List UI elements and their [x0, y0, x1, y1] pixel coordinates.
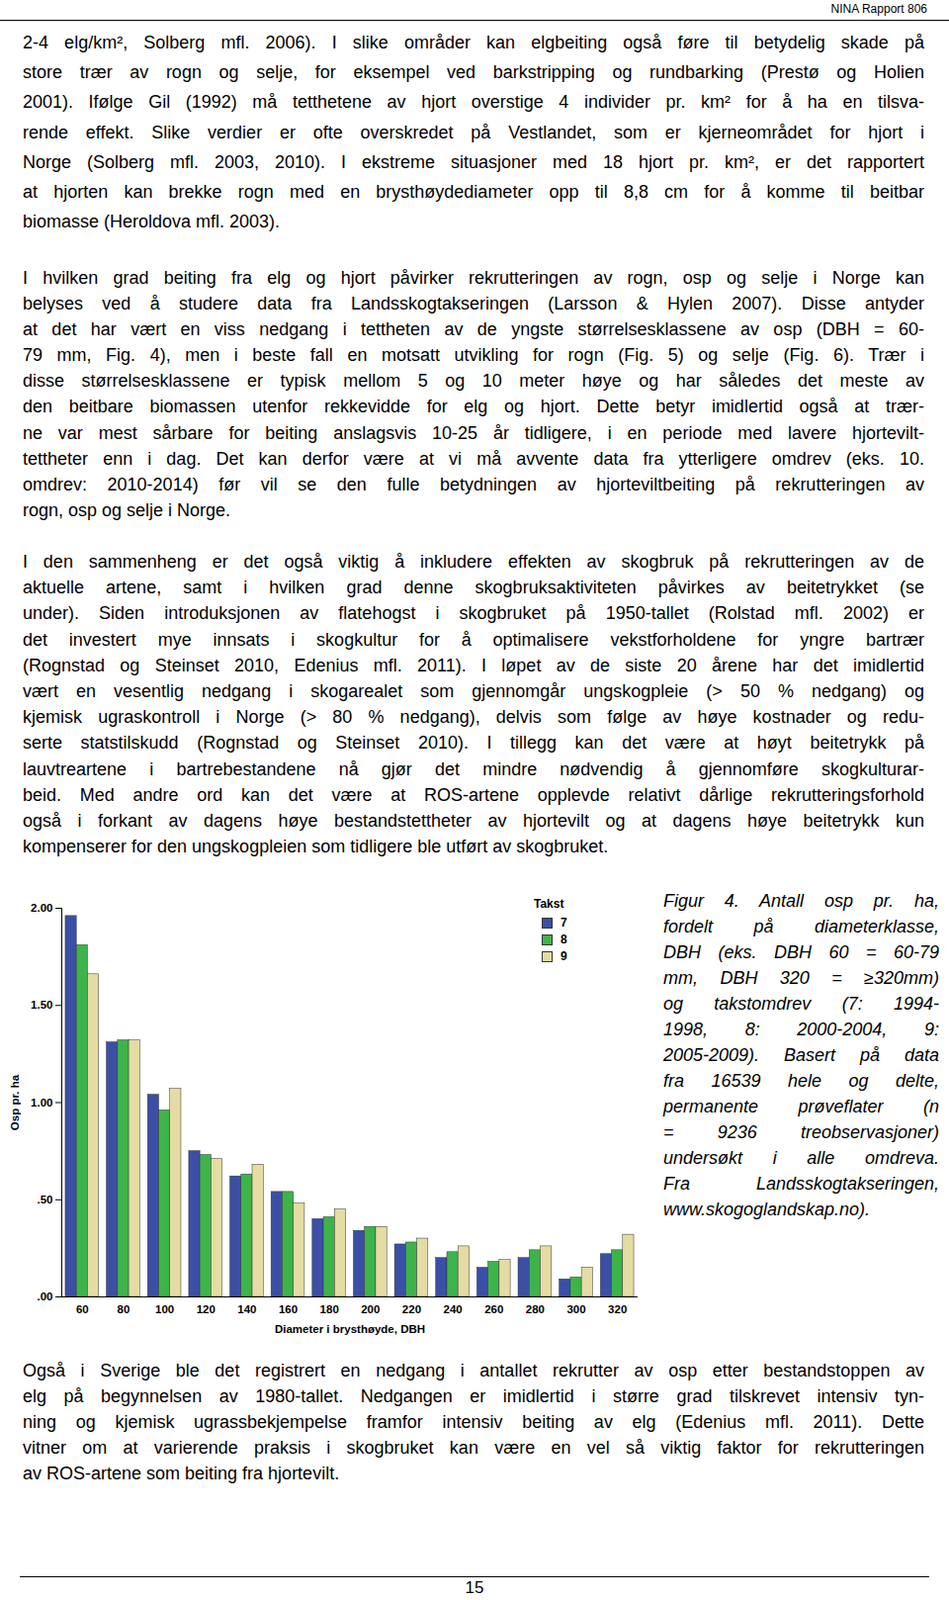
html-text:Også i Sverige ble det registr: Også i Sverige ble det registrert en ned… — [22, 1360, 925, 1381]
html-text:I den sammenheng er det også v: I den sammenheng er det også viktig å in… — [22, 551, 925, 572]
html-text:8: 8 — [560, 932, 568, 947]
html-text:belyses ved å studere data fra: belyses ved å studere data fra Landsskog… — [22, 293, 925, 314]
html-text:kompenserer for den ungskogple: kompenserer for den ungskogpleien som ti… — [22, 836, 609, 857]
svg-text:1.50: 1.50 — [30, 998, 53, 1011]
html-text:2001). Ifølge Gil (1992) må te: 2001). Ifølge Gil (1992) må tetthetene a… — [22, 92, 925, 113]
svg-text:.00: .00 — [37, 1290, 54, 1302]
html-text:rende effekt. Slike verdier er: rende effekt. Slike verdier er ofte over… — [22, 122, 925, 142]
html-text:elg på begynnelsen av 1980-tal: elg på begynnelsen av 1980-tallet. Nedga… — [22, 1385, 925, 1406]
html-text:disse størrelsesklassene er ty: disse størrelsesklassene er typisk mello… — [22, 371, 925, 391]
svg-text:Diameter i brysthøyde, DBH: Diameter i brysthøyde, DBH — [274, 1322, 426, 1335]
svg-text:320: 320 — [607, 1302, 627, 1315]
svg-text:160: 160 — [278, 1302, 298, 1315]
svg-text:Osp pr. ha: Osp pr. ha — [8, 1073, 21, 1130]
html-text:tettheter enn i dag. Det kan d: tettheter enn i dag. Det kan derfor være… — [22, 448, 925, 469]
html-text:rogn, osp og selje i Norge.: rogn, osp og selje i Norge. — [22, 500, 231, 520]
html-text:Figur 4. Antall osp pr. ha,: Figur 4. Antall osp pr. ha, — [663, 890, 940, 911]
html-text:undersøkt i alle omdreva.: undersøkt i alle omdreva. — [663, 1147, 940, 1168]
html-text:NINA Rapport 806: NINA Rapport 806 — [830, 1, 928, 16]
html-text:1998, 8: 2000-2004, 9:: 1998, 8: 2000-2004, 9: — [663, 1019, 940, 1039]
svg-text:220: 220 — [402, 1302, 422, 1315]
html-text:serte statstilskudd (Rognstad: serte statstilskudd (Rognstad og Steinse… — [22, 732, 925, 753]
html-text:kjemisk ugraskontroll i Norge: kjemisk ugraskontroll i Norge (> 80 % ne… — [22, 707, 925, 727]
html-text:den beitbare biomassen utenfor: den beitbare biomassen utenfor rekkevidd… — [22, 396, 925, 417]
svg-text:280: 280 — [525, 1302, 545, 1315]
svg-text:180: 180 — [320, 1302, 340, 1315]
svg-text:260: 260 — [484, 1302, 504, 1315]
svg-text:240: 240 — [443, 1302, 463, 1315]
html-text:vitner om at varierende praksi: vitner om at varierende praksis i skogbr… — [22, 1437, 925, 1458]
html-text:(Rognstad og Steinset 2010, Ed: (Rognstad og Steinset 2010, Edenius mfl.… — [22, 655, 925, 675]
svg-text:2.00: 2.00 — [30, 901, 53, 914]
html-text:under). Siden introduksjonen a: under). Siden introduksjonen av flatehog… — [22, 603, 925, 624]
html-text:Norge (Solberg mfl. 2003, 2010: Norge (Solberg mfl. 2003, 2010). I ekstr… — [22, 152, 925, 172]
html-text:at hjorten kan brekke rogn med: at hjorten kan brekke rogn med en brysth… — [22, 181, 925, 202]
html-text:også i forkant av dagens høye: også i forkant av dagens høye bestandste… — [22, 810, 925, 831]
html-text:at det har vært en viss nedgan: at det har vært en viss nedgang i tetthe… — [22, 319, 925, 340]
svg-text:60: 60 — [76, 1302, 89, 1315]
html-text:og takstomdrev (7: 1994-: og takstomdrev (7: 1994- — [663, 993, 940, 1014]
html-text:vært en vesentlig nedgang i sk: vært en vesentlig nedgang i skogarealet … — [22, 681, 925, 701]
html-text:15: 15 — [465, 1577, 484, 1597]
svg-text:1.00: 1.00 — [30, 1096, 53, 1109]
html-text:DBH (eks. DBH 60 = 60-79: DBH (eks. DBH 60 = 60-79 — [663, 942, 940, 962]
html-text:store trær av rogn og selje, f: store trær av rogn og selje, for eksempe… — [22, 62, 925, 83]
html-text:ning og kjemisk ugrassbekjempe: ning og kjemisk ugrassbekjempelse framfo… — [22, 1411, 925, 1432]
html-text:www.skogoglandskap.no).: www.skogoglandskap.no). — [663, 1199, 871, 1219]
html-text:2005-2009). Basert på data: 2005-2009). Basert på data — [663, 1044, 940, 1065]
svg-text:100: 100 — [155, 1302, 174, 1315]
html-text:beid. Med andre ord kan det væ: beid. Med andre ord kan det være at ROS-… — [22, 784, 925, 805]
html-text:Takst: Takst — [533, 896, 564, 911]
svg-text:200: 200 — [360, 1302, 380, 1315]
html-text:ne var mest sårbare for beitin: ne var mest sårbare for beiting anslagsv… — [22, 422, 925, 443]
html-text:9: 9 — [560, 949, 568, 963]
html-text:omdrev: 2010-2014) før vil se: omdrev: 2010-2014) før vil se den fulle … — [22, 474, 925, 495]
html-text:I hvilken grad beiting fra elg: I hvilken grad beiting fra elg og hjort … — [22, 267, 925, 288]
html-text:permanente prøveflater (n: permanente prøveflater (n — [663, 1096, 940, 1117]
html-text:7: 7 — [560, 915, 568, 930]
html-text:aktuelle artene, samt i hvilke: aktuelle artene, samt i hvilken grad den… — [22, 577, 925, 598]
html-text:= 9236 treobservasjoner): = 9236 treobservasjoner) — [663, 1121, 940, 1142]
svg-text:140: 140 — [237, 1302, 257, 1315]
html-text:av ROS-artene som beiting fra: av ROS-artene som beiting fra hjortevilt… — [22, 1463, 340, 1483]
html-text:Fra Landsskogtakseringen,: Fra Landsskogtakseringen, — [663, 1173, 940, 1194]
svg-text:120: 120 — [196, 1302, 216, 1315]
html-text:2-4 elg/km², Solberg mfl. 2006: 2-4 elg/km², Solberg mfl. 2006). I slike… — [22, 32, 925, 53]
html-text:lauvtreartene i bartrebestande: lauvtreartene i bartrebestandene nå gjør… — [22, 758, 925, 779]
html-text:det investert mye innsats i sk: det investert mye innsats i skogkultur f… — [22, 629, 925, 650]
html-text:mm, DBH 320 = ≥320mm): mm, DBH 320 = ≥320mm) — [663, 967, 940, 988]
html-text:79 mm, Fig. 4), men i beste fa: 79 mm, Fig. 4), men i beste fall en mots… — [22, 345, 925, 366]
svg-text:.50: .50 — [37, 1193, 54, 1206]
html-text:fordelt på diameterklasse,: fordelt på diameterklasse, — [663, 916, 940, 937]
html-text:biomasse (Heroldova mfl. 2003): biomasse (Heroldova mfl. 2003). — [22, 211, 280, 232]
svg-text:80: 80 — [117, 1302, 131, 1315]
svg-text:300: 300 — [566, 1302, 586, 1315]
html-text:fra 16539 hele og delte,: fra 16539 hele og delte, — [663, 1070, 940, 1091]
